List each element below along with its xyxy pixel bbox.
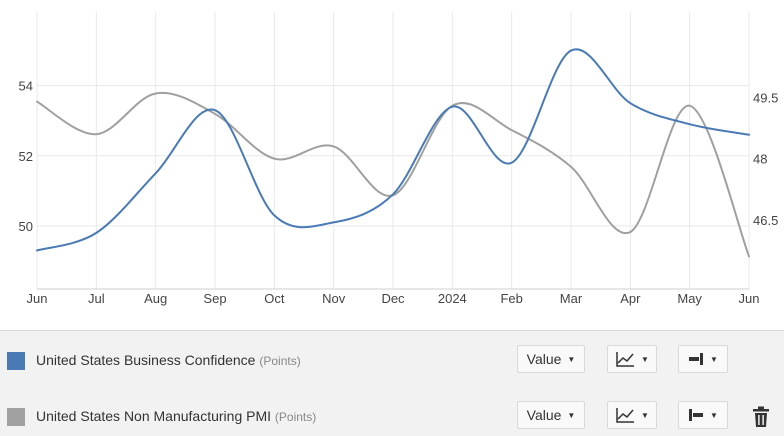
x-tick-label: Apr [620,291,641,306]
chart-grid [36,12,750,290]
series-name: United States Non Manufacturing PMI [36,408,272,424]
value-dropdown-label: Value [526,351,562,367]
caret-down-icon: ▼ [710,354,718,364]
chart-type-dropdown[interactable]: ▼ [607,401,657,429]
series-name: United States Business Confidence [36,352,256,368]
series-label: United States Non Manufacturing PMI (Poi… [36,408,316,424]
x-tick-label: Mar [560,291,583,306]
left-y-tick-label: 54 [19,79,33,94]
tick-labels: Jun Jul Aug Sep Oct Nov Dec 2024 Feb Mar Apr May Jun… [19,79,779,306]
x-tick-label: Jun [27,291,48,306]
x-tick-label: Sep [203,291,226,306]
series-color-swatch [7,408,25,426]
series-line-non-manufacturing-pmi [36,91,750,258]
x-tick-label: Feb [500,291,522,306]
left-y-tick-label: 50 [19,219,33,234]
x-tick-label: Oct [264,291,285,306]
chart-type-dropdown[interactable]: ▼ [607,345,657,373]
x-tick-label: Dec [381,291,405,306]
value-dropdown[interactable]: Value ▼ [517,345,585,373]
series-color-swatch [7,352,25,370]
series-unit: (Points) [259,354,301,368]
x-tick-label: Jul [88,291,105,306]
axis-dropdown[interactable]: ▼ [678,345,728,373]
legend-row-business-confidence: United States Business Confidence (Point… [0,343,784,379]
x-tick-label: Nov [322,291,346,306]
legend-panel: United States Business Confidence (Point… [0,330,784,436]
series-label: United States Business Confidence (Point… [36,352,301,368]
chart: Jun Jul Aug Sep Oct Nov Dec 2024 Feb Mar Apr May Jun… [19,12,779,306]
value-dropdown[interactable]: Value ▼ [517,401,585,429]
value-dropdown-label: Value [526,407,562,423]
axis-dropdown[interactable]: ▼ [678,401,728,429]
caret-down-icon: ▼ [567,354,576,364]
line-chart-icon [616,408,635,423]
right-y-tick-label: 48 [753,152,767,167]
right-y-tick-label: 49.5 [753,91,778,106]
axis-right-icon [689,353,704,365]
caret-down-icon: ▼ [710,410,718,420]
x-tick-label: Jun [739,291,760,306]
x-tick-label: May [677,291,702,306]
trash-icon[interactable] [751,406,771,428]
left-y-tick-label: 52 [19,149,33,164]
caret-down-icon: ▼ [641,410,649,420]
axis-left-icon [689,409,704,421]
caret-down-icon: ▼ [567,410,576,420]
x-tick-label: Aug [144,291,167,306]
line-chart-icon [616,352,635,367]
x-tick-label: 2024 [438,291,467,306]
series-line-business-confidence [36,48,750,252]
caret-down-icon: ▼ [641,354,649,364]
series-lines [36,48,750,258]
legend-row-non-manufacturing-pmi: United States Non Manufacturing PMI (Poi… [0,399,784,435]
series-unit: (Points) [274,410,317,424]
right-y-tick-label: 46.5 [753,213,778,228]
